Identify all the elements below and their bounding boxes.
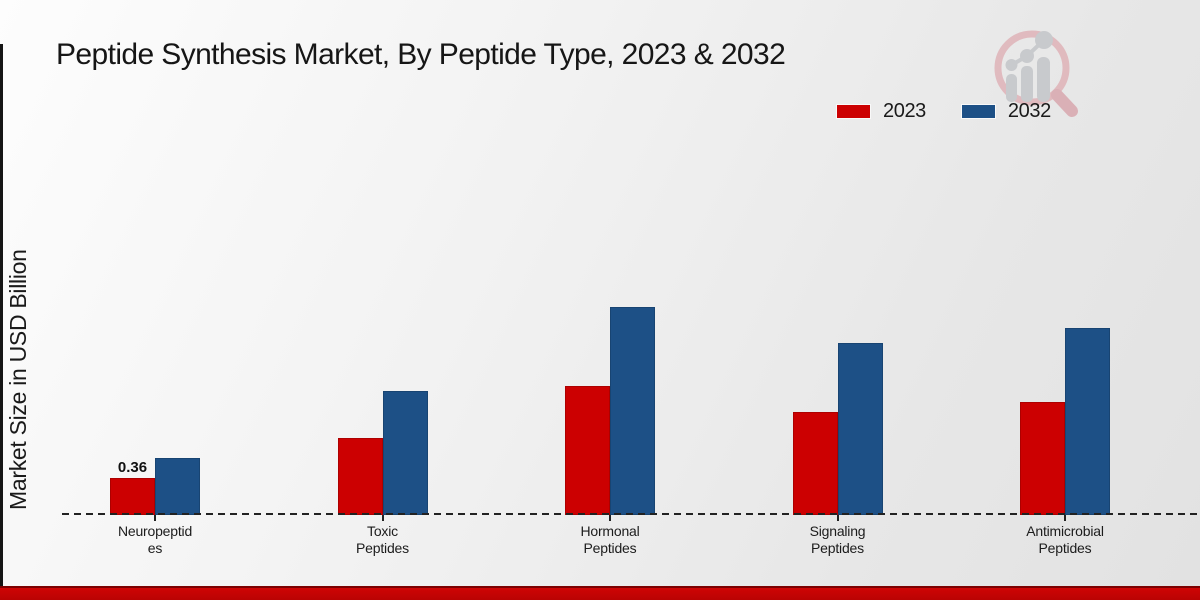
x-axis-tick (836, 515, 839, 521)
category-label-neuropeptides: Neuropeptid es (117, 523, 193, 556)
bar-2032-signaling-peptides[interactable] (837, 343, 883, 515)
bar-2023-signaling-peptides[interactable] (792, 412, 838, 515)
category-label-signaling-peptides: Signaling Peptides (809, 523, 866, 556)
bar-2023-antimicrobial-peptides[interactable] (1020, 402, 1065, 515)
market-research-watermark-icon (994, 30, 1078, 117)
category-label-antimicrobial-peptides: Antimicrobial Peptides (1026, 523, 1104, 556)
x-axis-tick (609, 515, 611, 521)
bar-2023-toxic-peptides[interactable] (337, 438, 383, 515)
footer-accent-line (0, 586, 1200, 588)
x-axis-dashed-baseline (62, 513, 1197, 515)
legend-swatch-2023 (837, 105, 870, 118)
bar-value-label: 0.36 (117, 459, 148, 476)
x-axis-tick (381, 515, 384, 521)
bar-2032-hormonal-peptides[interactable] (610, 307, 655, 515)
category-label-hormonal-peptides: Hormonal Peptides (580, 523, 640, 556)
x-axis-tick (1064, 515, 1066, 521)
left-edge-strip (0, 44, 3, 588)
chart-title: Peptide Synthesis Market, By Peptide Typ… (56, 38, 786, 71)
legend-item-2032[interactable]: 2032 (961, 100, 1051, 123)
bar-2032-toxic-peptides[interactable] (382, 391, 428, 515)
footer-red-bar (0, 588, 1200, 600)
x-axis-tick (154, 515, 156, 521)
legend-swatch-2032 (961, 105, 995, 118)
legend-label-2032: 2032 (1007, 100, 1051, 122)
bar-2023-neuropeptides[interactable] (110, 478, 155, 515)
bar-2032-antimicrobial-peptides[interactable] (1065, 328, 1110, 515)
legend: 2023 2032 (837, 100, 1051, 123)
legend-label-2023: 2023 (883, 100, 926, 122)
bar-2023-hormonal-peptides[interactable] (565, 386, 610, 515)
bar-2032-neuropeptides[interactable] (155, 458, 200, 515)
legend-item-2023[interactable]: 2023 (837, 100, 926, 123)
category-label-toxic-peptides: Toxic Peptides (356, 523, 409, 556)
